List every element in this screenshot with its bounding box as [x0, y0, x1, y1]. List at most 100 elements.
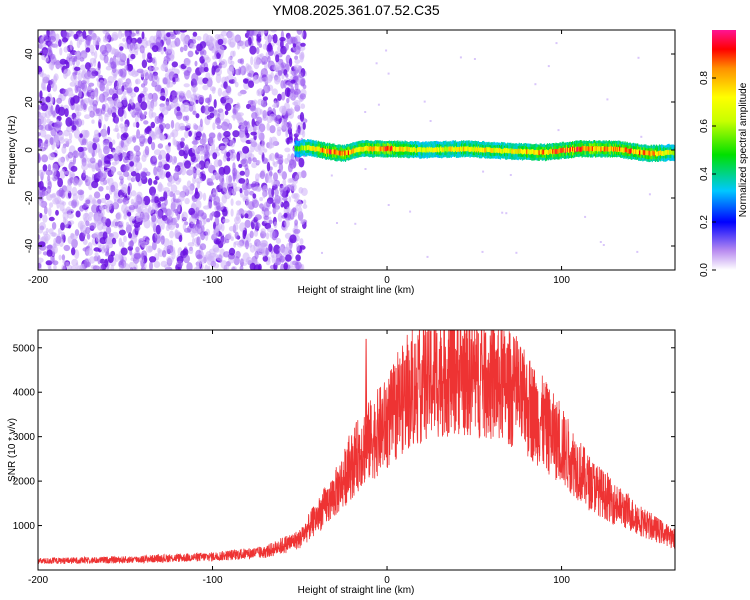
noise-cell [222, 138, 229, 145]
noise-cell [48, 152, 55, 161]
noise-speck [509, 174, 512, 176]
noise-cell [151, 202, 157, 211]
noise-cell [61, 254, 66, 261]
ridge-cell [662, 150, 664, 156]
noise-cell [135, 79, 139, 85]
noise-cell [158, 154, 163, 161]
noise-cell [294, 261, 302, 270]
ridge-cell [615, 146, 617, 152]
noise-cell [203, 105, 211, 115]
noise-cell [100, 107, 106, 115]
noise-cell [41, 154, 49, 163]
noise-cell [72, 57, 76, 66]
noise-cell [98, 186, 104, 192]
noise-cell [298, 52, 305, 60]
noise-cell [39, 212, 43, 219]
noise-cell [238, 178, 246, 184]
ridge-cell [438, 147, 440, 153]
ridge-cell [558, 148, 560, 153]
noise-cell [191, 232, 195, 238]
noise-cell [183, 44, 188, 52]
noise-cell [152, 240, 157, 251]
noise-cell [121, 183, 128, 194]
ridge-cell [358, 147, 360, 152]
ridge-cell [502, 148, 505, 154]
ridge-cell [360, 146, 362, 152]
ridge-cell [474, 147, 476, 153]
ridge-cell [445, 146, 447, 152]
noise-speck [482, 170, 485, 173]
noise-cell [292, 43, 297, 48]
ridge-cell [473, 146, 475, 152]
noise-cell [233, 222, 239, 232]
noise-cell [230, 182, 237, 187]
noise-cell [52, 83, 58, 92]
ridge-cell [631, 148, 633, 154]
noise-cell [149, 256, 157, 263]
noise-cell [148, 73, 153, 82]
ridge-cell [530, 149, 532, 155]
ridge-cell [320, 147, 322, 153]
ridge-cell [462, 146, 464, 152]
noise-speck [648, 193, 651, 196]
noise-cell [61, 264, 66, 270]
noise-cell [89, 57, 97, 64]
noise-cell [77, 178, 82, 187]
noise-cell [245, 198, 251, 208]
noise-cell [224, 110, 229, 116]
noise-cell [277, 93, 282, 102]
noise-cell [113, 73, 117, 81]
y-tick-label: 3000 [13, 432, 36, 443]
ridge-cell [341, 150, 343, 156]
noise-cell [176, 30, 181, 35]
ridge-cell [604, 146, 606, 152]
noise-cell [256, 116, 263, 125]
noise-cell [223, 95, 230, 101]
noise-cell [266, 200, 271, 208]
noise-cell [141, 31, 145, 40]
snr-plot-area [38, 330, 675, 565]
ridge-cell [621, 147, 623, 153]
ridge-cell [314, 147, 316, 152]
noise-cell [47, 174, 51, 182]
noise-cell [269, 152, 275, 162]
noise-cell [245, 183, 253, 190]
noise-cell [273, 221, 278, 229]
noise-cell [261, 157, 268, 164]
noise-cell [141, 252, 145, 260]
noise-cell [102, 38, 109, 43]
ridge-cell [309, 145, 311, 151]
noise-cell [286, 137, 290, 145]
ridge-cell [595, 146, 597, 152]
noise-speck [640, 135, 643, 138]
noise-cell [151, 214, 157, 223]
ridge-cell [471, 146, 473, 152]
ridge-cell [349, 149, 351, 155]
noise-cell [256, 30, 264, 33]
ridge-cell [383, 146, 385, 152]
noise-cell [239, 58, 245, 65]
ridge-cell [612, 146, 615, 152]
noise-cell [48, 216, 55, 222]
noise-speck [606, 98, 609, 101]
noise-cell [84, 114, 91, 120]
noise-cell [225, 85, 232, 94]
ridge-cell [536, 149, 538, 155]
noise-cell [195, 154, 201, 160]
ridge-cell [645, 150, 647, 156]
noise-cell [137, 94, 143, 104]
ridge-cell [610, 145, 613, 151]
noise-cell [227, 232, 232, 240]
ridge-cell [632, 149, 635, 155]
noise-cell [216, 124, 222, 130]
noise-cell [192, 110, 197, 116]
noise-cell [174, 37, 181, 47]
noise-cell [148, 205, 152, 213]
noise-cell [82, 239, 88, 245]
ridge-cell [598, 146, 600, 151]
noise-cell [42, 251, 48, 256]
noise-cell [281, 91, 286, 101]
ridge-cell [552, 148, 554, 154]
noise-cell [134, 102, 142, 112]
